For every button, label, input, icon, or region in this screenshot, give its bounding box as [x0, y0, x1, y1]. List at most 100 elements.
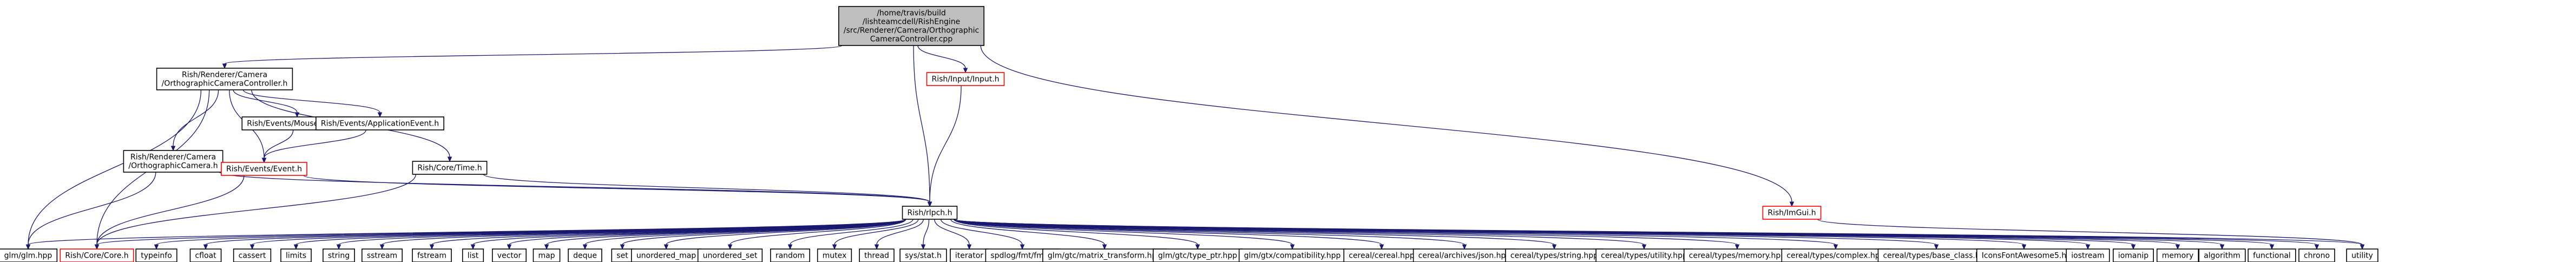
node-cer-base[interactable]: cereal/types/base_class.hpp [1877, 248, 1995, 262]
node-box [0, 248, 58, 262]
node-vector[interactable]: vector [491, 248, 527, 262]
node-label: /src/Renderer/Camera/Orthographic [844, 27, 979, 35]
node-label: Rish/Core/Time.h [417, 164, 482, 173]
nodes-layer: /home/travis/build/lishteamcdell/RishEng… [0, 6, 2378, 262]
node-glm-mt[interactable]: glm/gtc/matrix_transform.hpp [1042, 248, 1167, 262]
node-functional[interactable]: functional [2248, 248, 2296, 262]
arrowhead-icon [2219, 244, 2225, 250]
edges-layer [25, 45, 2365, 250]
edge-input-h-to-rlpch-h [927, 85, 962, 207]
node-cer-complex[interactable]: cereal/types/complex.hpp [1781, 248, 1890, 262]
node-cereal[interactable]: cereal/cereal.hpp [1343, 248, 1420, 262]
node-occ-h[interactable]: Rish/Renderer/Camera/OrthographicCameraC… [156, 68, 293, 90]
arrowhead-icon [170, 146, 176, 152]
node-uset[interactable]: unordered_set [697, 248, 763, 262]
node-box [1153, 248, 1243, 262]
node-utility[interactable]: utility [2346, 248, 2378, 262]
node-event-h[interactable]: Rish/Events/Event.h [221, 162, 307, 176]
node-box [491, 248, 527, 262]
node-iomanip[interactable]: iomanip [2113, 248, 2154, 262]
edge-line [622, 219, 906, 245]
node-deque[interactable]: deque [568, 248, 602, 262]
node-box [2113, 248, 2154, 262]
node-label: set [616, 252, 628, 260]
node-sysstat[interactable]: sys/stat.h [899, 248, 947, 262]
edge-line [173, 89, 219, 147]
node-thread[interactable]: thread [859, 248, 895, 262]
node-cam-h[interactable]: Rish/Renderer/Camera/OrthographicCamera.… [123, 150, 224, 173]
node-label: /OrthographicCameraController.h [162, 80, 288, 88]
node-glm-compat[interactable]: glm/gtx/compatibility.hpp [1238, 248, 1346, 262]
node-iconsfa[interactable]: IconsFontAwesome5.h [1976, 248, 2072, 262]
edge-line [96, 174, 417, 245]
node-imgui-h[interactable]: Rish/ImGui.h [1762, 206, 1822, 220]
node-box [611, 248, 634, 262]
arrowhead-icon [447, 156, 452, 162]
node-typeinfo[interactable]: typeinfo [135, 248, 178, 262]
node-box [902, 206, 958, 220]
node-glm-tp[interactable]: glm/gtc/type_ptr.hpp [1153, 248, 1243, 262]
node-sstream[interactable]: sstream [362, 248, 403, 262]
node-fstream[interactable]: fstream [412, 248, 452, 262]
node-cassert[interactable]: cassert [233, 248, 272, 262]
node-box [2248, 248, 2296, 262]
node-label: unordered_set [703, 252, 758, 260]
node-iterator[interactable]: iterator [950, 248, 989, 262]
node-box [533, 248, 561, 262]
node-label: Rish/Input/Input.h [931, 75, 999, 84]
node-label: IconsFontAwesome5.h [1982, 252, 2066, 260]
node-label: cereal/cereal.hpp [1349, 252, 1415, 260]
node-cer-utility[interactable]: cereal/types/utility.hpp [1595, 248, 1693, 262]
node-umap[interactable]: unordered_map [631, 248, 701, 262]
edge-rlpch-h-to-cereal [953, 219, 1384, 250]
node-label: cereal/types/utility.hpp [1601, 252, 1687, 260]
node-label: cereal/types/string.hpp [1510, 252, 1598, 260]
node-label: unordered_map [636, 252, 696, 260]
node-app-h[interactable]: Rish/Events/ApplicationEvent.h [316, 116, 444, 130]
edge-line [264, 129, 366, 159]
node-core-h[interactable]: Rish/Core/Core.h [60, 248, 134, 262]
node-cfloat[interactable]: cfloat [189, 248, 222, 262]
arrowhead-icon [663, 244, 669, 250]
arrowhead-icon [2085, 244, 2091, 250]
node-list[interactable]: list [462, 248, 484, 262]
node-box [950, 248, 989, 262]
node-iostream[interactable]: iostream [2066, 248, 2110, 262]
node-box [189, 248, 222, 262]
edge-line [953, 219, 1382, 245]
node-algorithm[interactable]: algorithm [2198, 248, 2246, 262]
node-box [123, 150, 224, 173]
node-cer-memory[interactable]: cereal/types/memory.hpp [1683, 248, 1791, 262]
node-rlpch-h[interactable]: Rish/rlpch.h [902, 206, 958, 220]
node-box [362, 248, 403, 262]
node-memory[interactable]: memory [2156, 248, 2199, 262]
node-label: map [538, 252, 555, 260]
node-string[interactable]: string [323, 248, 355, 262]
node-label: algorithm [2204, 252, 2240, 260]
node-box [817, 248, 852, 262]
arrowhead-icon [94, 244, 100, 250]
node-box [1781, 248, 1890, 262]
node-chrono[interactable]: chrono [2298, 248, 2335, 262]
node-label: cereal/types/memory.hpp [1689, 252, 1786, 260]
node-input-h[interactable]: Rish/Input/Input.h [926, 72, 1005, 86]
node-box [135, 248, 178, 262]
node-cer-string[interactable]: cereal/types/string.hpp [1505, 248, 1604, 262]
arrowhead-icon [1552, 244, 1557, 250]
node-limits[interactable]: limits [280, 248, 312, 262]
edge-occ-h-to-cam-h [170, 89, 219, 152]
node-box [60, 248, 134, 262]
arrowhead-icon [293, 244, 299, 250]
node-set[interactable]: set [611, 248, 634, 262]
node-label: iostream [2071, 252, 2105, 260]
node-glm-hpp[interactable]: glm/glm.hpp [0, 248, 58, 262]
node-box [1762, 206, 1822, 220]
node-random[interactable]: random [770, 248, 810, 262]
node-mutex[interactable]: mutex [817, 248, 852, 262]
edge-line [876, 219, 924, 245]
node-map[interactable]: map [533, 248, 561, 262]
node-cer-json[interactable]: cereal/archives/json.hpp [1412, 248, 1516, 262]
arrowhead-icon [544, 244, 549, 250]
node-time-h[interactable]: Rish/Core/Time.h [412, 161, 488, 175]
edge-rlpch-h-to-iterator [934, 219, 972, 250]
